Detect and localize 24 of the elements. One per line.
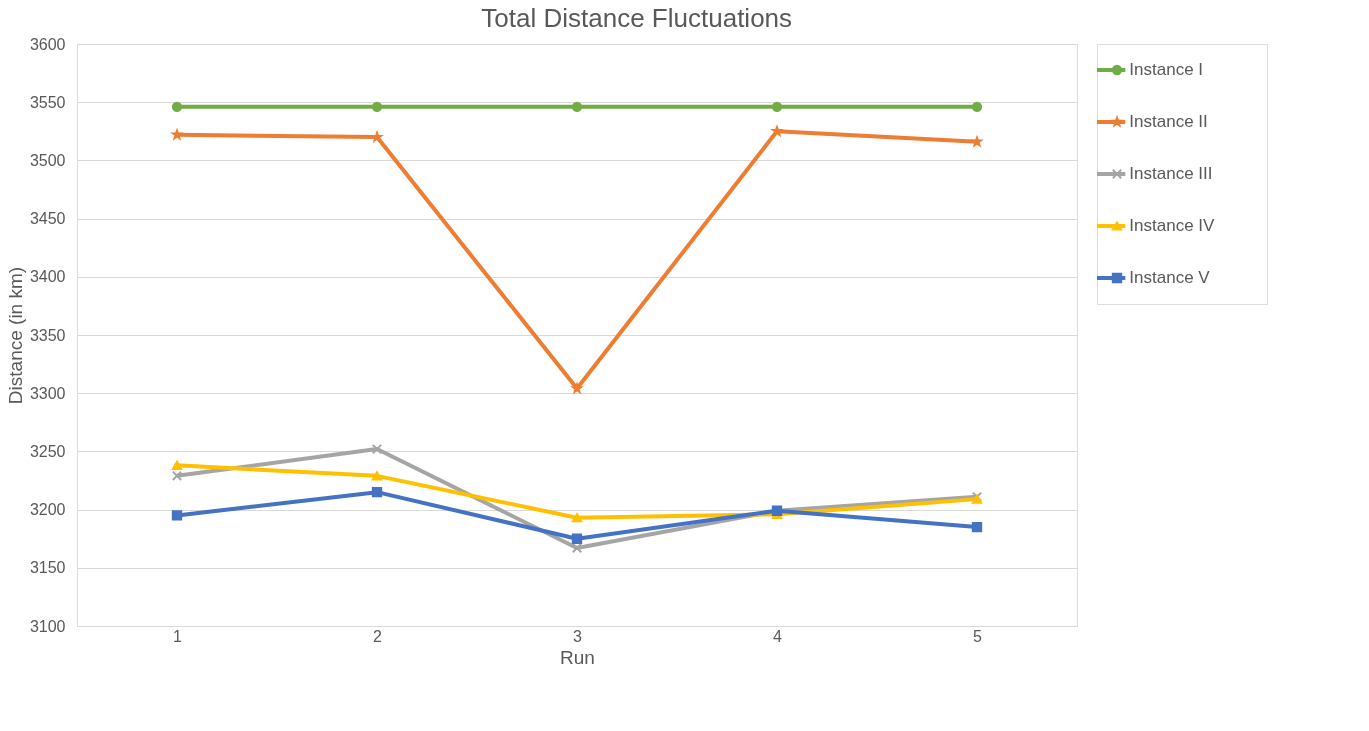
y-tick-label: 3550 (29, 93, 66, 111)
y-tick-label: 3150 (29, 559, 66, 577)
y-tick-label: 3450 (29, 210, 66, 228)
legend-label: Instance III (1129, 164, 1213, 183)
y-tick-label: 3600 (29, 35, 66, 53)
x-tick-label: 2 (373, 627, 383, 645)
x-tick-label: 5 (973, 627, 983, 645)
y-tick-label: 3400 (29, 268, 66, 286)
y-tick-label: 3250 (29, 442, 66, 460)
legend-label: Instance IV (1129, 216, 1216, 235)
legend-label: Instance I (1129, 60, 1204, 79)
y-tick-label: 3200 (29, 501, 66, 519)
legend-label: Instance V (1129, 268, 1211, 287)
x-tick-label: 1 (173, 627, 183, 645)
y-tick-label: 3100 (29, 617, 66, 635)
x-tick-label: 4 (773, 627, 783, 645)
y-tick-label: 3350 (29, 326, 66, 344)
legend-label: Instance II (1129, 112, 1208, 131)
chart-title: Total Distance Fluctuations (481, 2, 793, 33)
y-tick-label: 3500 (29, 151, 66, 169)
y-axis-title: Distance (in km) (4, 266, 26, 405)
x-tick-label: 3 (573, 627, 583, 645)
y-tick-label: 3300 (29, 384, 66, 402)
x-axis-title: Run (560, 646, 595, 668)
